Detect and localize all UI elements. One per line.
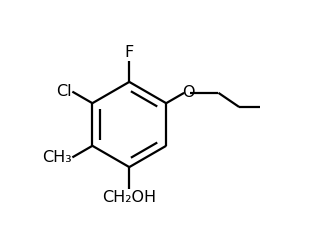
Text: F: F [125,46,134,61]
Text: O: O [182,85,195,100]
Text: CH₂OH: CH₂OH [102,190,156,205]
Text: CH₃: CH₃ [42,150,71,165]
Text: Cl: Cl [56,84,71,99]
